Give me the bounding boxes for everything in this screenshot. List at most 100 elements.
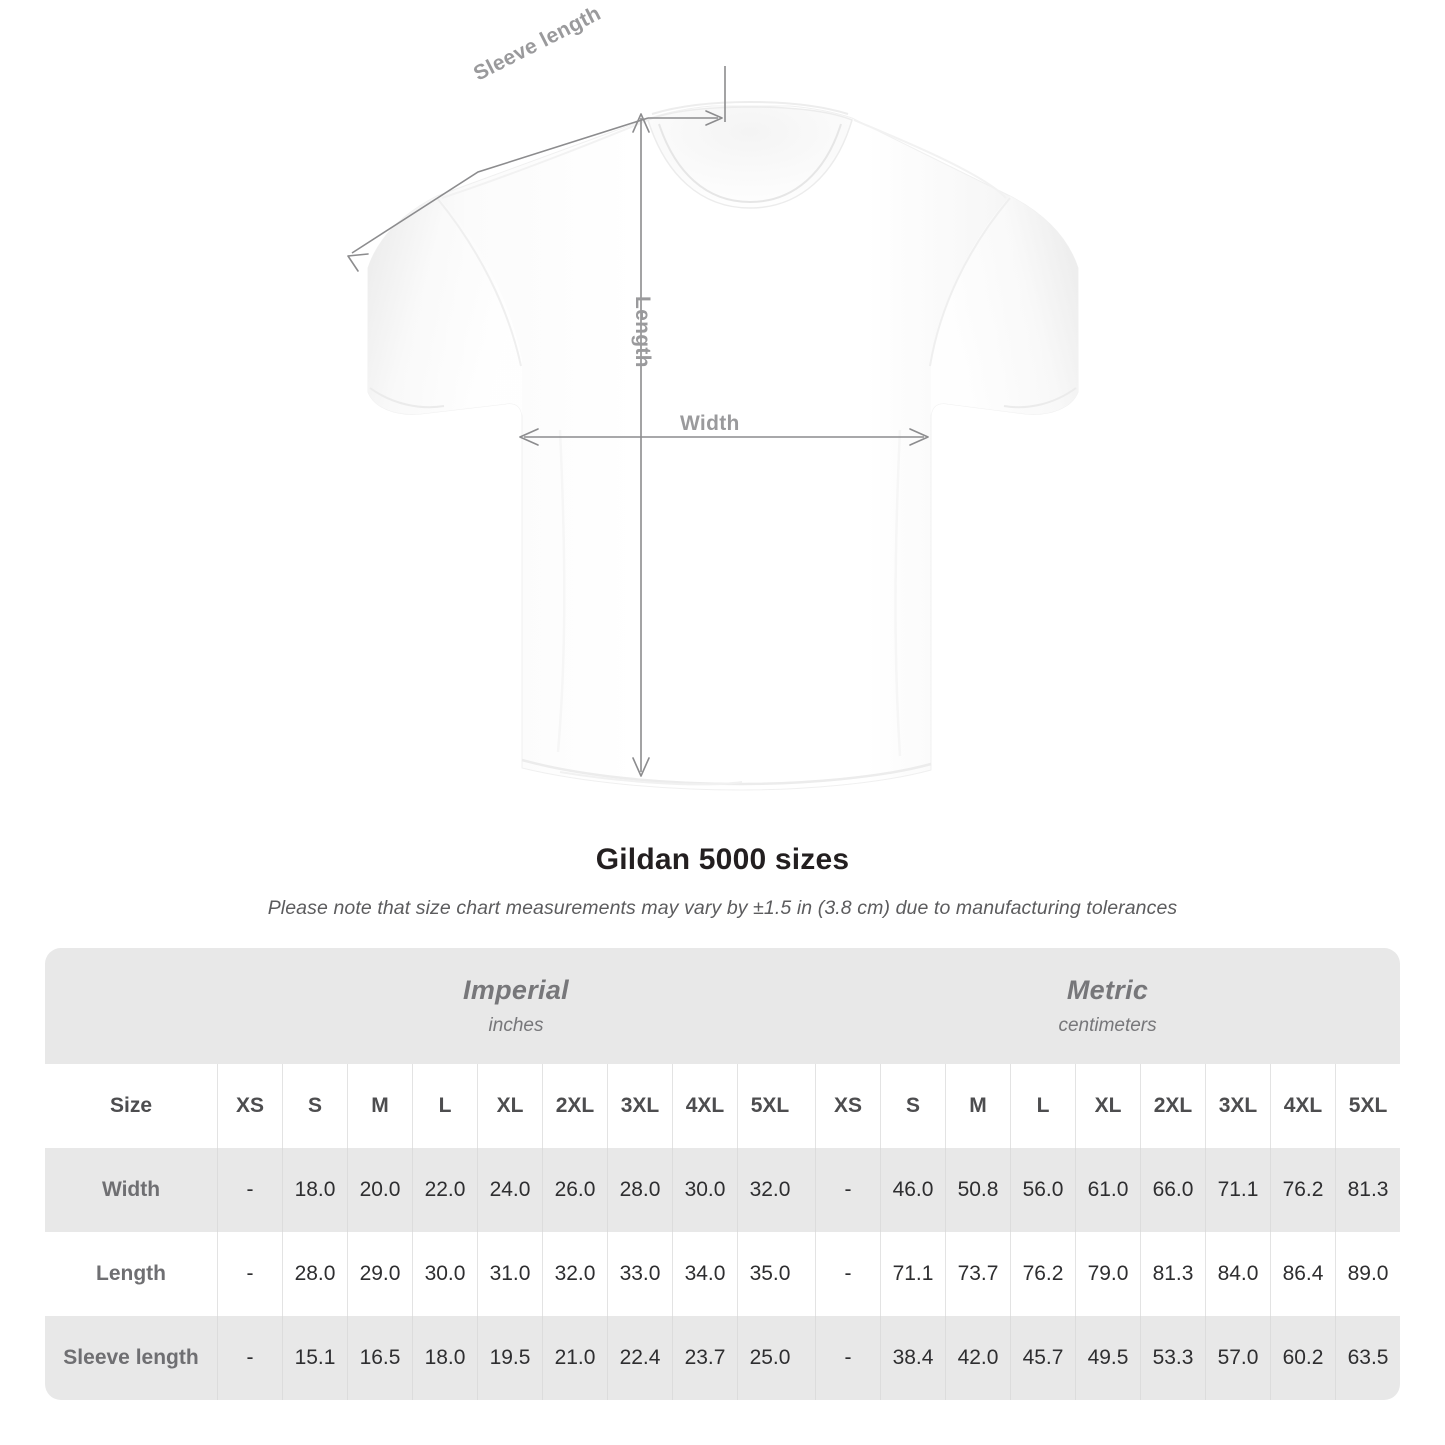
cell-length-metric-s: 71.1 [880,1232,946,1316]
cell-width-metric-xs: - [815,1148,881,1232]
cell-length-metric-4xl: 86.4 [1270,1232,1336,1316]
cell-width-imperial-s: 18.0 [282,1148,347,1232]
cell-length-imperial-2xl: 32.0 [542,1232,607,1316]
column-header-metric-l: L [1010,1064,1076,1148]
cell-sleeve-length-imperial-4xl: 23.7 [672,1316,737,1400]
unit-subtitle: inches [488,1015,544,1036]
cell-sleeve-length-imperial-s: 15.1 [282,1316,347,1400]
cell-width-imperial-xs: - [217,1148,282,1232]
cell-length-metric-l: 76.2 [1010,1232,1076,1316]
unit-divider-cell [802,1232,816,1316]
cell-length-metric-xs: - [815,1232,881,1316]
cell-sleeve-length-metric-xl: 49.5 [1075,1316,1141,1400]
column-header-imperial-xl: XL [477,1064,542,1148]
unit-name: Imperial [463,975,569,1005]
table-row: Length -28.0 29.0 30.0 31.0 32.0 33.0 34.0 35.0-… [45,1232,1401,1316]
row-label-length: Length [45,1232,217,1316]
row-label-sleeve-length: Sleeve length [45,1316,217,1400]
column-header-imperial-l: L [412,1064,477,1148]
unit-header-imperial: Imperial inches [217,948,816,1064]
unit-divider-cell [802,1148,816,1232]
chart-title-block: Gildan 5000 sizes Please note that size … [0,843,1445,920]
cell-length-imperial-3xl: 33.0 [607,1232,672,1316]
column-header-imperial-s: S [282,1064,347,1148]
cell-width-metric-3xl: 71.1 [1205,1148,1271,1232]
unit-divider-cell [802,1316,816,1400]
cell-length-imperial-xl: 31.0 [477,1232,542,1316]
cell-length-imperial-xs: - [217,1232,282,1316]
cell-width-imperial-xl: 24.0 [477,1148,542,1232]
column-header-imperial-m: M [347,1064,412,1148]
cell-width-metric-5xl: 81.3 [1335,1148,1401,1232]
cell-sleeve-length-metric-3xl: 57.0 [1205,1316,1271,1400]
column-header-metric-5xl: 5XL [1335,1064,1401,1148]
cell-length-metric-xl: 79.0 [1075,1232,1141,1316]
page-title: Gildan 5000 sizes [595,843,850,876]
cell-width-metric-2xl: 66.0 [1140,1148,1206,1232]
measurement-lines [347,66,929,777]
unit-divider-cell [802,1064,816,1148]
table-row: Width -18.0 20.0 22.0 24.0 26.0 28.0 30.0 32.0-4… [45,1148,1401,1232]
column-header-metric-xs: XS [815,1064,881,1148]
sleeve-dimension-line [347,66,726,272]
cell-length-imperial-5xl: 35.0 [737,1232,802,1316]
column-header-imperial-xs: XS [217,1064,282,1148]
cell-length-imperial-s: 28.0 [282,1232,347,1316]
column-header-imperial-3xl: 3XL [607,1064,672,1148]
size-table-container: Imperial inches Metric centimeters Size XS S M L… [45,948,1401,1400]
cell-width-imperial-5xl: 32.0 [737,1148,802,1232]
cell-width-metric-l: 56.0 [1010,1148,1076,1232]
column-header-imperial-4xl: 4XL [672,1064,737,1148]
width-label: Width [680,412,740,435]
cell-length-imperial-4xl: 34.0 [672,1232,737,1316]
column-header-metric-4xl: 4XL [1270,1064,1336,1148]
cell-width-imperial-l: 22.0 [412,1148,477,1232]
column-header-size: Size [45,1064,217,1148]
cell-width-metric-s: 46.0 [880,1148,946,1232]
cell-sleeve-length-metric-2xl: 53.3 [1140,1316,1206,1400]
cell-sleeve-length-metric-4xl: 60.2 [1270,1316,1336,1400]
cell-length-imperial-m: 29.0 [347,1232,412,1316]
cell-sleeve-length-imperial-l: 18.0 [412,1316,477,1400]
cell-width-metric-4xl: 76.2 [1270,1148,1336,1232]
size-table: Imperial inches Metric centimeters Size XS S M L… [45,948,1401,1400]
cell-sleeve-length-metric-s: 38.4 [880,1316,946,1400]
unit-header-metric: Metric centimeters [815,948,1401,1064]
cell-length-metric-5xl: 89.0 [1335,1232,1401,1316]
table-row: Sleeve length -15.1 16.5 18.0 19.5 21.0 22.4 23… [45,1316,1401,1400]
column-header-metric-xl: XL [1075,1064,1141,1148]
width-dimension-line [519,428,929,446]
size-header-row: Size XS S M L XL 2XL 3XL 4XL 5XL XS S M L XL 2XL 3XL 4XL 5… [45,1064,1401,1148]
column-header-metric-2xl: 2XL [1140,1064,1206,1148]
cell-length-metric-3xl: 84.0 [1205,1232,1271,1316]
column-header-imperial-5xl: 5XL [737,1064,802,1148]
cell-sleeve-length-imperial-xs: - [217,1316,282,1400]
unit-name: Metric [1066,975,1149,1005]
unit-banner-row: Imperial inches Metric centimeters [45,948,1401,1064]
column-header-metric-m: M [945,1064,1011,1148]
cell-sleeve-length-metric-5xl: 63.5 [1335,1316,1401,1400]
column-header-imperial-2xl: 2XL [542,1064,607,1148]
cell-width-imperial-4xl: 30.0 [672,1148,737,1232]
column-header-metric-s: S [880,1064,946,1148]
cell-sleeve-length-metric-l: 45.7 [1010,1316,1076,1400]
cell-length-imperial-l: 30.0 [412,1232,477,1316]
cell-width-imperial-3xl: 28.0 [607,1148,672,1232]
tshirt-measurement-diagram: Sleeve length Length Width [347,2,1079,791]
cell-length-metric-m: 73.7 [945,1232,1011,1316]
cell-width-metric-xl: 61.0 [1075,1148,1141,1232]
unit-subtitle: centimeters [1058,1015,1157,1036]
cell-sleeve-length-metric-m: 42.0 [945,1316,1011,1400]
length-label: Length [631,296,654,368]
row-label-width: Width [45,1148,217,1232]
cell-sleeve-length-imperial-xl: 19.5 [477,1316,542,1400]
unit-banner-spacer [45,948,217,1064]
cell-width-imperial-m: 20.0 [347,1148,412,1232]
cell-sleeve-length-imperial-m: 16.5 [347,1316,412,1400]
cell-width-metric-m: 50.8 [945,1148,1011,1232]
cell-sleeve-length-metric-xs: - [815,1316,881,1400]
tolerance-note: Please note that size chart measurements… [267,897,1178,919]
column-header-metric-3xl: 3XL [1205,1064,1271,1148]
cell-sleeve-length-imperial-2xl: 21.0 [542,1316,607,1400]
